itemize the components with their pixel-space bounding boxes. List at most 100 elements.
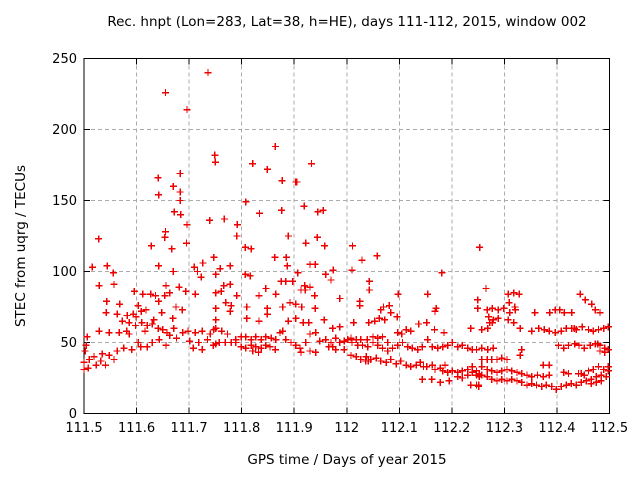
data-point-marker (263, 165, 271, 173)
data-point-marker (523, 381, 531, 389)
data-point-marker (557, 383, 565, 391)
data-point-marker (518, 370, 526, 378)
data-point-marker (589, 327, 597, 335)
data-point-marker (80, 358, 88, 366)
data-point-marker (394, 329, 402, 337)
data-point-marker (340, 346, 348, 354)
data-point-marker (279, 327, 287, 335)
data-point-marker (162, 282, 170, 290)
data-point-marker (241, 270, 249, 278)
data-point-marker (278, 177, 286, 185)
data-point-marker (155, 262, 163, 270)
data-point-marker (125, 330, 133, 338)
data-point-marker (478, 371, 486, 379)
data-point-marker (329, 266, 337, 274)
data-points (80, 69, 612, 393)
data-point-marker (90, 353, 98, 361)
data-point-marker (600, 324, 608, 332)
data-point-marker (434, 344, 442, 352)
data-point-marker (252, 333, 260, 341)
data-point-marker (151, 292, 159, 300)
data-point-marker (577, 370, 585, 378)
data-point-marker (545, 361, 553, 369)
data-point-marker (247, 245, 255, 253)
data-point-marker (241, 243, 249, 251)
data-point-marker (148, 320, 156, 328)
data-point-marker (143, 343, 151, 351)
data-point-marker (488, 367, 496, 375)
data-point-marker (262, 333, 270, 341)
data-point-marker (374, 334, 382, 342)
data-point-marker (169, 314, 177, 322)
data-point-marker (398, 330, 406, 338)
data-point-marker (365, 319, 373, 327)
data-point-marker (336, 323, 344, 331)
data-point-marker (113, 310, 121, 318)
data-point-marker (194, 268, 202, 275)
data-point-marker (137, 343, 145, 351)
data-point-marker (428, 343, 436, 351)
data-point-marker (347, 334, 355, 342)
data-point-marker (322, 336, 330, 344)
data-point-marker (262, 341, 270, 349)
data-point-marker (197, 273, 205, 281)
x-tick-label: 111.6 (118, 421, 155, 436)
data-point-marker (85, 356, 93, 364)
data-point-marker (516, 324, 524, 332)
data-point-marker (586, 341, 594, 349)
data-point-marker (182, 239, 190, 247)
data-point-marker (88, 263, 96, 271)
data-point-marker (103, 297, 111, 305)
data-point-marker (118, 317, 126, 325)
data-point-marker (271, 143, 279, 151)
data-point-marker (546, 309, 554, 317)
data-point-marker (190, 263, 198, 271)
data-point-marker (581, 296, 589, 304)
data-point-marker (220, 282, 228, 290)
data-point-marker (98, 350, 106, 358)
data-point-marker (226, 262, 234, 270)
data-point-marker (204, 69, 212, 77)
data-point-marker (349, 242, 357, 250)
data-point-marker (279, 303, 287, 311)
data-point-marker (577, 378, 585, 386)
data-point-marker (498, 354, 506, 362)
data-point-marker (150, 316, 158, 324)
data-point-marker (80, 365, 88, 373)
data-point-marker (212, 304, 220, 312)
data-point-marker (575, 341, 583, 349)
data-point-marker (356, 302, 364, 310)
data-point-marker (580, 371, 588, 379)
data-point-marker (418, 343, 426, 351)
data-point-marker (438, 269, 446, 277)
data-point-marker (179, 329, 187, 337)
chart-title: Rec. hnpt (Lon=283, Lat=38, h=HE), days … (107, 14, 587, 30)
data-point-marker (540, 326, 548, 334)
data-point-marker (555, 341, 563, 349)
data-point-marker (582, 377, 590, 385)
data-point-marker (246, 272, 254, 280)
data-point-marker (296, 344, 304, 352)
x-tick-label: 111.7 (170, 421, 207, 436)
data-point-marker (162, 341, 170, 349)
data-point-marker (365, 277, 373, 285)
data-point-marker (534, 371, 542, 379)
data-point-marker (484, 324, 492, 332)
data-point-marker (567, 380, 575, 388)
data-point-marker (92, 361, 100, 369)
data-point-marker (597, 377, 605, 385)
data-point-marker (445, 377, 453, 385)
data-point-marker (199, 259, 207, 267)
data-point-marker (511, 306, 519, 314)
data-point-marker (387, 309, 395, 317)
data-point-marker (175, 283, 183, 291)
data-point-marker (169, 268, 177, 275)
y-axis-label: STEC from uqrg / TECUs (13, 164, 29, 328)
data-point-marker (601, 348, 609, 356)
data-point-marker (161, 89, 169, 97)
data-point-marker (371, 317, 379, 325)
data-point-marker (397, 357, 405, 365)
data-point-marker (222, 299, 230, 307)
data-point-marker (176, 188, 184, 196)
data-point-marker (548, 383, 556, 391)
